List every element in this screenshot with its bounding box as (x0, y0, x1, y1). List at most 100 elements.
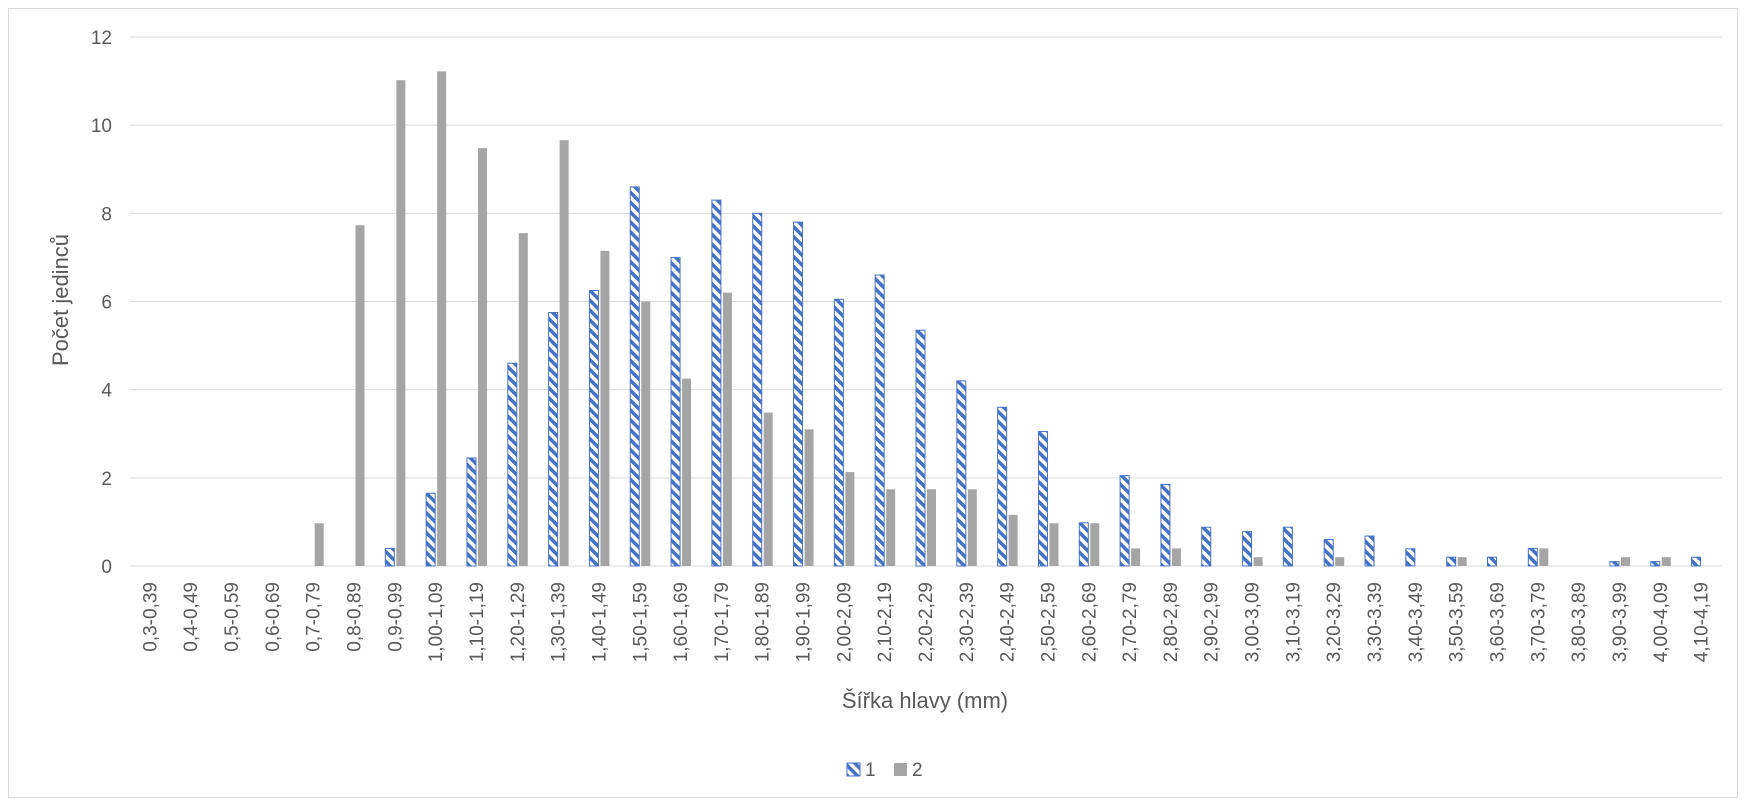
bar-series-1 (1609, 561, 1620, 567)
bar-series-1 (588, 289, 599, 567)
bar-series-1 (915, 329, 926, 567)
legend-label-series-1: 1 (865, 760, 876, 781)
bar-series-2 (1661, 557, 1671, 566)
x-tick-label: 2,00-2,09 (834, 582, 855, 662)
y-tick-label: 8 (101, 204, 112, 225)
x-tick-label: 2,10-2,19 (875, 582, 896, 662)
bar-series-1 (1323, 539, 1334, 567)
bar-series-2 (1335, 557, 1345, 566)
x-tick-label: 2,50-2,59 (1038, 582, 1059, 662)
bar-series-2 (804, 429, 814, 566)
bar-series-1 (1691, 556, 1702, 567)
x-tick-label: 3,10-3,19 (1283, 582, 1304, 662)
x-tick-label: 3,00-3,09 (1243, 582, 1264, 662)
x-axis-tick-labels: 0,3-0,39 0,4-0,49 0,5-0,59 0,6-0,69 0,7-0,79… (140, 582, 1712, 662)
bar-series-1 (1364, 535, 1375, 567)
bar-series-1 (1201, 526, 1212, 567)
y-tick-label: 6 (101, 293, 112, 314)
y-tick-label: 0 (101, 557, 112, 578)
bar-series-2 (437, 71, 447, 566)
x-tick-label: 4,00-4,09 (1651, 582, 1672, 662)
bar-series-2 (1457, 557, 1467, 566)
bar-series-1 (874, 274, 885, 567)
bar-series-1 (1282, 526, 1293, 567)
bar-series-1 (507, 362, 518, 567)
bar-series-1 (752, 212, 763, 567)
bar-series-2 (1049, 523, 1059, 566)
bar-series-2 (559, 140, 569, 566)
x-tick-label: 0,5-0,59 (222, 582, 243, 652)
bar-series-2 (682, 378, 692, 566)
x-tick-label: 3,80-3,89 (1569, 582, 1590, 662)
y-axis-tick-labels: 0 2 4 6 8 10 12 (91, 28, 113, 578)
bar-series-1 (1650, 561, 1661, 567)
bar-series-1 (711, 199, 722, 567)
x-tick-label: 0,8-0,89 (345, 582, 366, 652)
x-tick-label: 1,40-1,49 (589, 582, 610, 662)
bar-series-1 (1405, 548, 1416, 567)
bar-series-1 (1078, 522, 1089, 567)
x-tick-label: 1,50-1,59 (630, 582, 651, 662)
bars (314, 71, 1702, 567)
x-tick-label: 2,20-2,29 (916, 582, 937, 662)
x-tick-label: 2,70-2,79 (1120, 582, 1141, 662)
x-tick-label: 3,70-3,79 (1528, 582, 1549, 662)
bar-series-1 (1446, 556, 1457, 567)
y-tick-label: 12 (91, 28, 112, 49)
bar-series-1 (1486, 556, 1497, 567)
x-tick-label: 3,40-3,49 (1406, 582, 1427, 662)
bar-series-2 (641, 301, 651, 566)
legend-swatch-series-1 (846, 762, 861, 777)
bar-series-1 (1527, 547, 1538, 567)
x-tick-label: 1,90-1,99 (794, 582, 815, 662)
bar-series-2 (314, 523, 324, 566)
bar-series-1 (997, 406, 1008, 567)
bar-series-2 (1090, 523, 1100, 566)
x-tick-label: 1,00-1,09 (426, 582, 447, 662)
x-tick-label: 3,90-3,99 (1610, 582, 1631, 662)
x-tick-label: 4,10-4,19 (1692, 582, 1713, 662)
bar-series-2 (1171, 548, 1181, 566)
x-tick-label: 2,30-2,39 (957, 582, 978, 662)
bar-series-2 (845, 472, 855, 566)
x-tick-label: 3,50-3,59 (1447, 582, 1468, 662)
bar-series-2 (1539, 548, 1549, 566)
bar-series-1 (1242, 531, 1253, 567)
y-tick-label: 10 (91, 116, 112, 137)
bar-series-2 (1253, 557, 1263, 566)
bar-series-1 (1037, 431, 1048, 567)
bar-series-1 (1160, 483, 1171, 567)
x-tick-label: 2,40-2,49 (998, 582, 1019, 662)
x-tick-label: 0,4-0,49 (181, 582, 202, 652)
x-tick-label: 2,60-2,69 (1079, 582, 1100, 662)
bar-series-2 (477, 148, 487, 566)
bar-series-1 (548, 312, 559, 567)
bar-series-2 (722, 292, 732, 566)
chart-area (8, 8, 1738, 798)
y-tick-label: 4 (101, 381, 112, 402)
bar-series-1 (629, 186, 640, 567)
x-tick-label: 3,20-3,29 (1324, 582, 1345, 662)
x-tick-label: 0,9-0,99 (385, 582, 406, 652)
bar-series-2 (396, 80, 406, 567)
x-tick-label: 1,20-1,29 (508, 582, 529, 662)
bar-series-1 (384, 547, 395, 567)
bar-series-2 (1131, 548, 1141, 566)
bar-series-2 (518, 233, 528, 566)
legend-label-series-2: 2 (912, 760, 923, 781)
y-axis-title: Počet jedinců (48, 234, 73, 366)
x-tick-label: 0,7-0,79 (304, 582, 325, 652)
x-axis-title: Šířka hlavy (mm) (842, 688, 1008, 713)
x-tick-label: 1,70-1,79 (712, 582, 733, 662)
gridlines (130, 36, 1722, 567)
x-tick-label: 2,80-2,89 (1161, 582, 1182, 662)
x-tick-label: 0,3-0,39 (140, 582, 161, 652)
x-tick-label: 3,30-3,39 (1365, 582, 1386, 662)
bar-series-2 (1008, 514, 1018, 566)
bar-series-2 (763, 412, 773, 566)
bar-series-1 (793, 221, 804, 567)
bar-series-2 (886, 489, 896, 566)
bar-series-2 (967, 489, 977, 566)
bar-series-2 (600, 250, 610, 566)
bar-series-1 (466, 457, 477, 567)
